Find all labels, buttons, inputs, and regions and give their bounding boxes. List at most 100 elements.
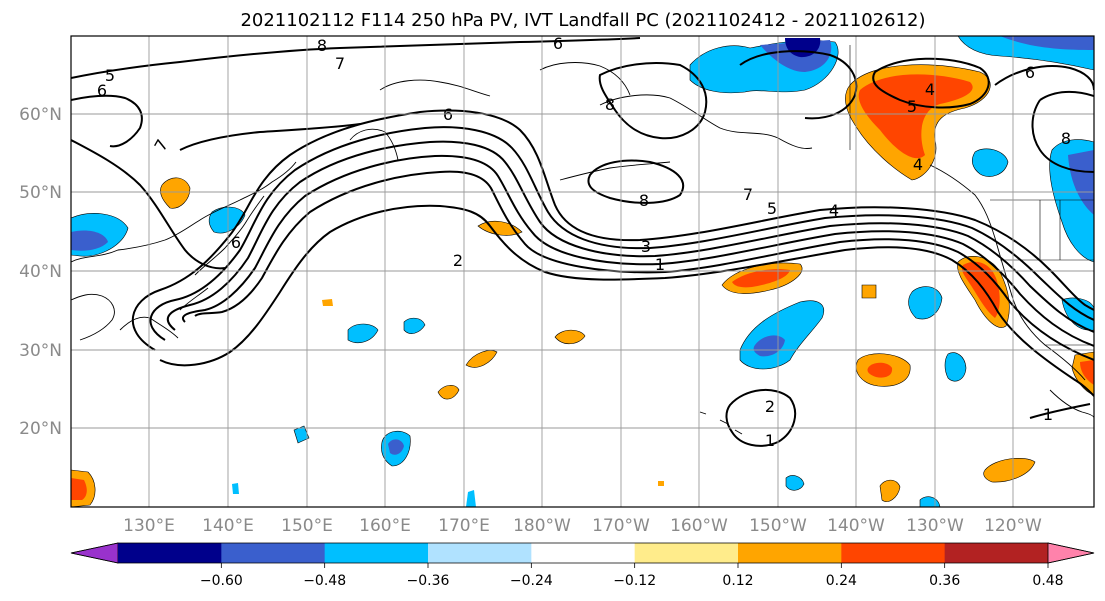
contour-label: 6 bbox=[1025, 63, 1035, 82]
anomaly-central-pacific-core bbox=[732, 269, 790, 288]
contour-label: 5 bbox=[767, 199, 777, 218]
anomaly-small-1 bbox=[861, 284, 877, 299]
anomaly-baja-core bbox=[1080, 360, 1094, 385]
colorbar-segment bbox=[428, 543, 532, 563]
contour-label: 8 bbox=[605, 95, 615, 114]
contour-label: 8 bbox=[639, 191, 649, 210]
anomaly-small-a bbox=[293, 425, 310, 444]
contour-label: 4 bbox=[829, 201, 839, 220]
colorbar-segment bbox=[738, 543, 842, 563]
coastline-mexico bbox=[1049, 389, 1094, 419]
colorbar-tick-label: −0.60 bbox=[200, 573, 243, 589]
anomaly-east-2 bbox=[944, 352, 967, 382]
anomaly-mid-pacific-3 bbox=[437, 385, 460, 400]
anomaly-east-pacific-core bbox=[867, 362, 893, 378]
coastline-alaska bbox=[539, 62, 813, 149]
negative-anomaly-shading bbox=[71, 36, 1094, 507]
contour-label: 5 bbox=[907, 97, 917, 116]
longitude-labels: 130°E 140°E 150°E 160°E 170°E 180°W 170°W 160°W… bbox=[123, 516, 1042, 536]
anomaly-west-1-core bbox=[71, 230, 108, 251]
contour-label: 3 bbox=[641, 237, 651, 256]
lon-label: 170°E bbox=[438, 516, 490, 536]
pv-contour-10 bbox=[179, 123, 361, 151]
pv-contour-6 bbox=[159, 204, 1094, 397]
pv-contour-18 bbox=[1029, 403, 1091, 419]
anomaly-tiny-1 bbox=[322, 299, 333, 306]
pv-contour-13 bbox=[739, 50, 858, 120]
pv-contour-labels: 8 7 6 5 6 7 6 8 6 4 5 4 6 8 7 5 4 8 2 3 … bbox=[97, 34, 1071, 450]
pv-contour-12 bbox=[587, 159, 685, 204]
colorbar-extend-high bbox=[1047, 542, 1095, 564]
pv-contour-7 bbox=[71, 139, 226, 270]
colorbar-segment bbox=[944, 543, 1049, 563]
contour-label: 8 bbox=[1061, 129, 1071, 148]
anomaly-east-1 bbox=[908, 286, 943, 320]
lat-label: 30°N bbox=[19, 341, 62, 361]
colorbar-segment bbox=[118, 543, 222, 563]
pv-contour-14 bbox=[872, 57, 990, 109]
colorbar: −0.60 −0.48 −0.36 −0.24 −0.12 0.12 0.24 0.36 0.4… bbox=[70, 542, 1095, 589]
map-title: 2021102112 F114 250 hPa PV, IVT Landfall… bbox=[240, 10, 925, 31]
lat-label: 20°N bbox=[19, 419, 62, 439]
lon-label: 160°E bbox=[359, 516, 411, 536]
colorbar-tick-label: 0.48 bbox=[1032, 573, 1063, 589]
anomaly-pacific-c-core bbox=[388, 439, 404, 455]
positive-anomaly-shading bbox=[71, 64, 1094, 507]
colorbar-segment bbox=[221, 543, 326, 563]
lon-label: 120°W bbox=[984, 516, 1042, 536]
anomaly-mid-pacific-1 bbox=[554, 329, 586, 344]
lon-label: 180°W bbox=[513, 516, 571, 536]
contour-label: 4 bbox=[913, 155, 923, 174]
lon-label: 160°W bbox=[670, 516, 728, 536]
colorbar-tick-label: 0.12 bbox=[722, 573, 753, 589]
colorbar-tick-label: 0.36 bbox=[929, 573, 960, 589]
colorbar-segment bbox=[841, 543, 946, 563]
pv-contour-4 bbox=[182, 154, 1094, 347]
lon-label: 150°W bbox=[749, 516, 807, 536]
contour-label: 2 bbox=[453, 251, 463, 270]
map-plot: 8 7 6 5 6 7 6 8 6 4 5 4 6 8 7 5 4 8 2 3 … bbox=[71, 34, 1094, 507]
contour-label: 7 bbox=[335, 54, 345, 73]
political-borders bbox=[849, 45, 1094, 346]
lat-label: 50°N bbox=[19, 183, 62, 203]
anomaly-central-pacific-south-core bbox=[753, 335, 785, 357]
lon-label: 130°E bbox=[123, 516, 175, 536]
contour-label: 1 bbox=[1043, 405, 1053, 424]
contour-label: 6 bbox=[553, 34, 563, 53]
anomaly-alaska-core bbox=[858, 74, 973, 159]
anomaly-south-china-core bbox=[71, 478, 87, 500]
contour-label: 1 bbox=[765, 431, 775, 450]
us-state-borders bbox=[1000, 200, 1094, 261]
anomaly-small-d bbox=[232, 483, 239, 494]
pv-contour-8 bbox=[71, 37, 641, 79]
colorbar-tick-label: −0.48 bbox=[303, 573, 346, 589]
contour-label: 5 bbox=[105, 66, 115, 85]
anomaly-mid-pacific-2 bbox=[465, 350, 498, 368]
anomaly-subtropical-east bbox=[983, 457, 1036, 483]
lon-label: 130°W bbox=[906, 516, 964, 536]
pv-contour-3 bbox=[166, 140, 1094, 333]
pv-contour-9 bbox=[71, 94, 143, 148]
lat-label: 40°N bbox=[19, 262, 62, 282]
graticule bbox=[71, 36, 1094, 507]
anomaly-canada-core bbox=[1000, 36, 1094, 50]
contour-label: 8 bbox=[317, 36, 327, 55]
latitude-labels: 60°N 50°N 40°N 30°N 20°N bbox=[19, 105, 62, 439]
colorbar-tick-label: −0.24 bbox=[510, 573, 553, 589]
anomaly-small-2 bbox=[879, 479, 901, 502]
colorbar-segment bbox=[634, 543, 739, 563]
colorbar-segment bbox=[324, 543, 429, 563]
map-frame bbox=[70, 35, 1095, 508]
contour-label: 6 bbox=[443, 105, 453, 124]
lon-label: 140°E bbox=[202, 516, 254, 536]
colorbar-tick-label: −0.12 bbox=[613, 573, 656, 589]
anomaly-pacific-a bbox=[347, 323, 379, 343]
colorbar-segment bbox=[531, 543, 636, 563]
anomaly-bc-coast bbox=[971, 148, 1009, 177]
anomaly-west-pacific-1 bbox=[160, 177, 191, 209]
pv-contour-2 bbox=[149, 126, 1094, 341]
contour-label: 6 bbox=[97, 81, 107, 100]
colorbar-extend-low bbox=[70, 542, 119, 564]
colorbar-tick-label: −0.36 bbox=[407, 573, 450, 589]
